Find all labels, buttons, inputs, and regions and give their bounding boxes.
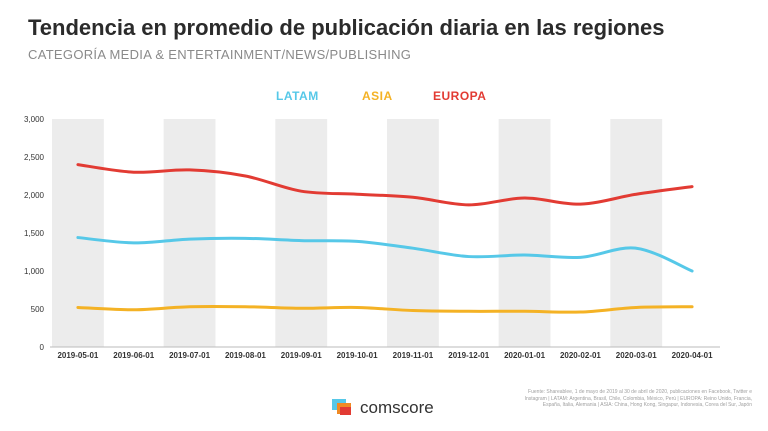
x-tick-label: 2019-10-01: [337, 351, 378, 360]
comscore-logo: comscore: [332, 398, 434, 418]
source-note: Fuente: Shareablee, 1 de mayo de 2019 al…: [524, 389, 752, 408]
y-tick-label: 3,000: [24, 115, 45, 124]
column-band: [275, 119, 328, 347]
y-tick-label: 2,000: [24, 191, 45, 200]
x-tick-label: 2020-02-01: [560, 351, 601, 360]
x-tick-label: 2019-09-01: [281, 351, 322, 360]
y-tick-label: 2,500: [24, 153, 45, 162]
legend-europa: EUROPA: [433, 89, 487, 103]
comscore-logo-icon: [332, 399, 351, 415]
x-tick-label: 2020-01-01: [504, 351, 545, 360]
y-tick-label: 0: [40, 343, 45, 352]
y-tick-label: 1,000: [24, 267, 45, 276]
x-tick-label: 2020-03-01: [616, 351, 657, 360]
x-tick-label: 2019-08-01: [225, 351, 266, 360]
x-tick-label: 2019-12-01: [448, 351, 489, 360]
y-tick-label: 1,500: [24, 229, 45, 238]
series-line-europa: [76, 163, 694, 207]
x-tick-label: 2019-07-01: [169, 351, 210, 360]
x-tick-label: 2020-04-01: [672, 351, 713, 360]
series-line-latam: [76, 236, 694, 273]
chart-title: Tendencia en promedio de publicación dia…: [28, 15, 665, 40]
column-band: [163, 119, 216, 347]
column-band: [610, 119, 663, 347]
logo-text: comscore: [360, 398, 434, 417]
column-band: [498, 119, 551, 347]
chart-subtitle: CATEGORÍA MEDIA & ENTERTAINMENT/NEWS/PUB…: [28, 47, 412, 62]
column-band: [387, 119, 439, 347]
x-tick-label: 2019-05-01: [57, 351, 98, 360]
x-tick-label: 2019-06-01: [113, 351, 154, 360]
legend-asia: ASIA: [362, 89, 393, 103]
column-band: [52, 119, 104, 347]
series-line-asia: [76, 304, 694, 314]
legend-latam: LATAM: [276, 89, 319, 103]
y-tick-label: 500: [31, 305, 45, 314]
x-tick-label: 2019-11-01: [393, 351, 434, 360]
